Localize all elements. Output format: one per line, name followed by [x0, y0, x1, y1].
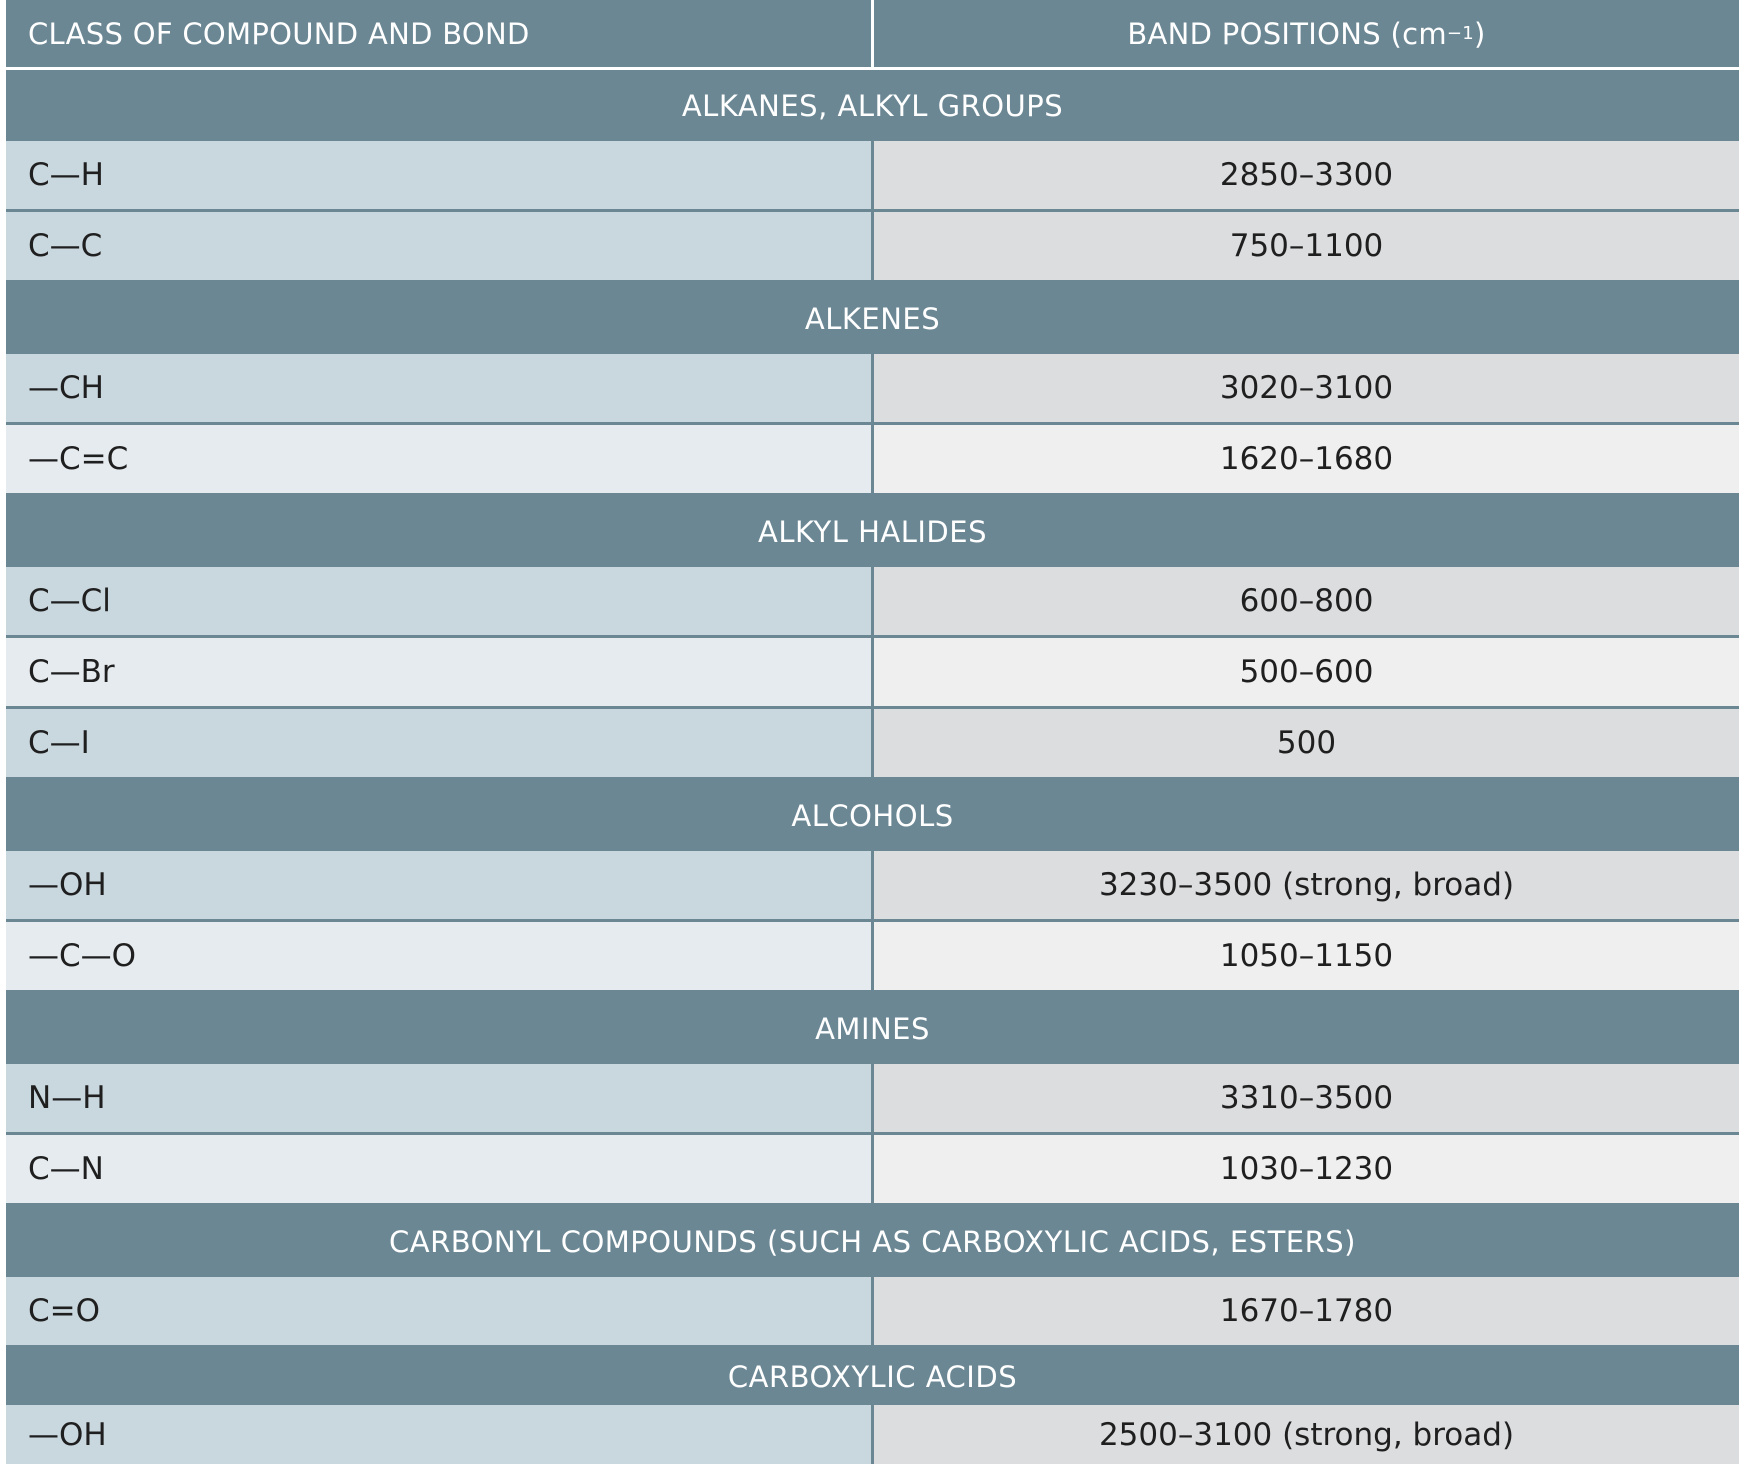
- bond-cell: C—C: [6, 212, 874, 280]
- bond-cell: C—Br: [6, 638, 874, 706]
- table-row: N—H 3310–3500: [6, 1064, 1739, 1135]
- table-row: —OH 2500–3100 (strong, broad): [6, 1405, 1739, 1464]
- band-cell: 3020–3100: [874, 354, 1739, 422]
- group-title: CARBOXYLIC ACIDS: [727, 1359, 1018, 1394]
- band-cell: 500–600: [874, 638, 1739, 706]
- table-row: —CH 3020–3100: [6, 354, 1739, 425]
- table-row: —C=C 1620–1680: [6, 425, 1739, 496]
- group-header-carbonyl-compounds: CARBONYL COMPOUNDS (SUCH AS CARBOXYLIC A…: [6, 1206, 1739, 1277]
- band-cell: 1030–1230: [874, 1135, 1739, 1203]
- bond-cell: N—H: [6, 1064, 874, 1132]
- table-header-row: CLASS OF COMPOUND AND BOND BAND POSITION…: [6, 0, 1739, 70]
- group-header-amines: AMINES: [6, 993, 1739, 1064]
- group-header-carboxylic-acids: CARBOXYLIC ACIDS: [6, 1348, 1739, 1405]
- table-row: C=O 1670–1780: [6, 1277, 1739, 1348]
- band-cell: 2500–3100 (strong, broad): [874, 1405, 1739, 1464]
- group-title: ALKYL HALIDES: [758, 514, 987, 549]
- header-band-positions: BAND POSITIONS (cm −1): [1127, 16, 1486, 51]
- header-class-of-compound: CLASS OF COMPOUND AND BOND: [6, 0, 874, 67]
- group-title: AMINES: [815, 1011, 930, 1046]
- bond-cell: C—Cl: [6, 567, 874, 635]
- band-cell: 3230–3500 (strong, broad): [874, 851, 1739, 919]
- ir-band-table: CLASS OF COMPOUND AND BOND BAND POSITION…: [6, 0, 1739, 1464]
- header-band-positions-label: BAND POSITIONS (cm: [1127, 16, 1447, 51]
- band-cell: 1670–1780: [874, 1277, 1739, 1345]
- table-row: —C—O 1050–1150: [6, 922, 1739, 993]
- bond-cell: —OH: [6, 1405, 874, 1464]
- table-row: C—Br 500–600: [6, 638, 1739, 709]
- table-row: —OH 3230–3500 (strong, broad): [6, 851, 1739, 922]
- bond-cell: —C—O: [6, 922, 874, 990]
- table-row: C—N 1030–1230: [6, 1135, 1739, 1206]
- group-header-alkyl-halides: ALKYL HALIDES: [6, 496, 1739, 567]
- group-header-alcohols: ALCOHOLS: [6, 780, 1739, 851]
- group-header-alkenes: ALKENES: [6, 283, 1739, 354]
- band-cell: 1620–1680: [874, 425, 1739, 493]
- table-row: C—H 2850–3300: [6, 141, 1739, 212]
- band-cell: 2850–3300: [874, 141, 1739, 209]
- bond-cell: C—H: [6, 141, 874, 209]
- group-title: ALKENES: [804, 301, 941, 336]
- header-band-positions-close: ): [1474, 16, 1486, 51]
- band-cell: 750–1100: [874, 212, 1739, 280]
- bond-cell: C=O: [6, 1277, 874, 1345]
- group-header-alkanes: ALKANES, ALKYL GROUPS: [6, 70, 1739, 141]
- bond-cell: C—I: [6, 709, 874, 777]
- bond-cell: —CH: [6, 354, 874, 422]
- group-title: CARBONYL COMPOUNDS (SUCH AS CARBOXYLIC A…: [388, 1224, 1356, 1259]
- group-title: ALCOHOLS: [791, 798, 954, 833]
- table-row: C—I 500: [6, 709, 1739, 780]
- bond-cell: C—N: [6, 1135, 874, 1203]
- band-cell: 600–800: [874, 567, 1739, 635]
- bond-cell: —OH: [6, 851, 874, 919]
- table-row: C—Cl 600–800: [6, 567, 1739, 638]
- table-row: C—C 750–1100: [6, 212, 1739, 283]
- band-cell: 1050–1150: [874, 922, 1739, 990]
- group-title: ALKANES, ALKYL GROUPS: [681, 88, 1064, 123]
- band-cell: 3310–3500: [874, 1064, 1739, 1132]
- bond-cell: —C=C: [6, 425, 874, 493]
- band-cell: 500: [874, 709, 1739, 777]
